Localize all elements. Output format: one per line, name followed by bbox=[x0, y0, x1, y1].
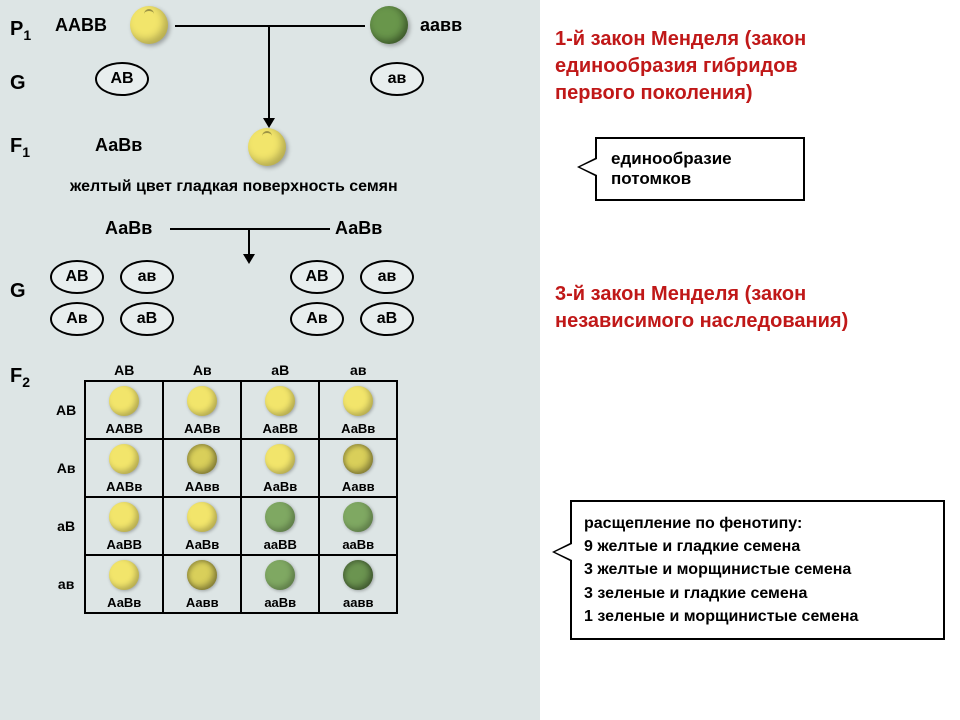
cell-genotype: АаВв bbox=[164, 537, 240, 552]
label-f2: F2 bbox=[10, 365, 30, 390]
cell-genotype: ааВв bbox=[320, 537, 396, 552]
col-h-0: АВ bbox=[85, 360, 163, 381]
diagram-left: P1 ААВВ аавв G АВ ав F1 АаВв желтый цвет… bbox=[0, 0, 540, 720]
f1-caption: желтый цвет гладкая поверхность семян bbox=[70, 178, 398, 196]
punnett-cell-2-3: ааВв bbox=[319, 497, 397, 555]
g2-r-1: ав bbox=[360, 260, 414, 294]
law3-title: 3-й закон Менделя (закон независимого на… bbox=[555, 281, 945, 335]
cell-genotype: АаВв bbox=[320, 421, 396, 436]
punnett-cell-0-2: АаВВ bbox=[241, 381, 319, 439]
col-h-2: аВ bbox=[241, 360, 319, 381]
punnett-cell-0-0: ААВВ bbox=[85, 381, 163, 439]
cell-genotype: Аавв bbox=[164, 595, 240, 610]
g2-l-0: АВ bbox=[50, 260, 104, 294]
row-h-1: Ав bbox=[50, 439, 85, 497]
yw-pea-icon bbox=[187, 560, 217, 590]
cell-genotype: ААВв bbox=[86, 479, 162, 494]
cell-genotype: ааВВ bbox=[242, 537, 318, 552]
ys-pea-icon bbox=[187, 502, 217, 532]
cell-genotype: Аавв bbox=[320, 479, 396, 494]
arrow-cross-v bbox=[268, 25, 270, 120]
col-h-1: Ав bbox=[163, 360, 241, 381]
punnett-cell-1-2: АаВв bbox=[241, 439, 319, 497]
g2-r-0: АВ bbox=[290, 260, 344, 294]
gs-pea-icon bbox=[265, 560, 295, 590]
p1-parent1-genotype: ААВВ bbox=[55, 15, 107, 36]
gs-pea-icon bbox=[265, 502, 295, 532]
phenotype-box: расщепление по фенотипу: 9 желтые и глад… bbox=[570, 500, 945, 640]
p1-parent2-pea bbox=[370, 6, 408, 44]
gamete-2: ав bbox=[370, 62, 424, 96]
g2-l-2: Ав bbox=[50, 302, 104, 336]
gamete-1: АВ bbox=[95, 62, 149, 96]
text-right: 1-й закон Менделя (закон единообразия ги… bbox=[540, 0, 960, 720]
row-h-3: ав bbox=[50, 555, 85, 613]
label-f1: F1 bbox=[10, 135, 30, 160]
law1-title: 1-й закон Менделя (закон единообразия ги… bbox=[555, 26, 945, 107]
arrow2-head bbox=[243, 254, 255, 264]
cell-genotype: ААВв bbox=[164, 421, 240, 436]
ys-pea-icon bbox=[109, 386, 139, 416]
arrow2-h bbox=[170, 228, 330, 230]
punnett-cell-0-3: АаВв bbox=[319, 381, 397, 439]
ys-pea-icon bbox=[265, 444, 295, 474]
cell-genotype: аавв bbox=[320, 595, 396, 610]
punnett-cell-0-1: ААВв bbox=[163, 381, 241, 439]
g2-l-3: аВ bbox=[120, 302, 174, 336]
punnett-cell-3-0: АаВв bbox=[85, 555, 163, 613]
callout-tail-icon bbox=[577, 157, 597, 177]
law1-callout: единообразие потомков bbox=[595, 137, 805, 201]
punnett-cell-3-3: аавв bbox=[319, 555, 397, 613]
cell-genotype: АаВВ bbox=[242, 421, 318, 436]
cell-genotype: ааВв bbox=[242, 595, 318, 610]
punnett-square: АВ Ав аВ ав АВААВВААВвАаВВАаВвАвААВвААвв… bbox=[50, 360, 398, 614]
cell-genotype: ААВВ bbox=[86, 421, 162, 436]
punnett-cell-1-0: ААВв bbox=[85, 439, 163, 497]
label-g2: G bbox=[10, 280, 26, 303]
punnett-cell-2-0: АаВВ bbox=[85, 497, 163, 555]
f1-pea bbox=[248, 128, 286, 166]
ys-pea-icon bbox=[343, 386, 373, 416]
cell-genotype: АаВВ bbox=[86, 537, 162, 552]
f1cross-right: АаВв bbox=[335, 218, 382, 239]
cell-genotype: ААвв bbox=[164, 479, 240, 494]
yw-pea-icon bbox=[187, 444, 217, 474]
label-p1: P1 bbox=[10, 18, 31, 43]
ys-pea-icon bbox=[109, 444, 139, 474]
g2-r-2: Ав bbox=[290, 302, 344, 336]
punnett-cell-1-3: Аавв bbox=[319, 439, 397, 497]
gs-pea-icon bbox=[343, 502, 373, 532]
row-h-0: АВ bbox=[50, 381, 85, 439]
arrow2-v bbox=[248, 228, 250, 256]
f1cross-left: АаВв bbox=[105, 218, 152, 239]
ys-pea-icon bbox=[109, 502, 139, 532]
ys-pea-icon bbox=[109, 560, 139, 590]
punnett-cell-2-1: АаВв bbox=[163, 497, 241, 555]
g2-l-1: ав bbox=[120, 260, 174, 294]
ys-pea-icon bbox=[187, 386, 217, 416]
p1-parent2-genotype: аавв bbox=[420, 15, 462, 36]
f1-genotype: АаВв bbox=[95, 135, 142, 156]
punnett-cell-3-2: ааВв bbox=[241, 555, 319, 613]
phenotype-tail-icon bbox=[552, 542, 572, 562]
cell-genotype: АаВв bbox=[242, 479, 318, 494]
label-g1: G bbox=[10, 72, 26, 95]
cell-genotype: АаВв bbox=[86, 595, 162, 610]
arrow-cross-head bbox=[263, 118, 275, 128]
ys-pea-icon bbox=[265, 386, 295, 416]
punnett-cell-3-1: Аавв bbox=[163, 555, 241, 613]
col-h-3: ав bbox=[319, 360, 397, 381]
row-h-2: аВ bbox=[50, 497, 85, 555]
p1-parent1-pea bbox=[130, 6, 168, 44]
g2-r-3: аВ bbox=[360, 302, 414, 336]
punnett-cell-1-1: ААвв bbox=[163, 439, 241, 497]
gw-pea-icon bbox=[343, 560, 373, 590]
punnett-cell-2-2: ааВВ bbox=[241, 497, 319, 555]
yw-pea-icon bbox=[343, 444, 373, 474]
arrow-cross-h bbox=[175, 25, 365, 27]
